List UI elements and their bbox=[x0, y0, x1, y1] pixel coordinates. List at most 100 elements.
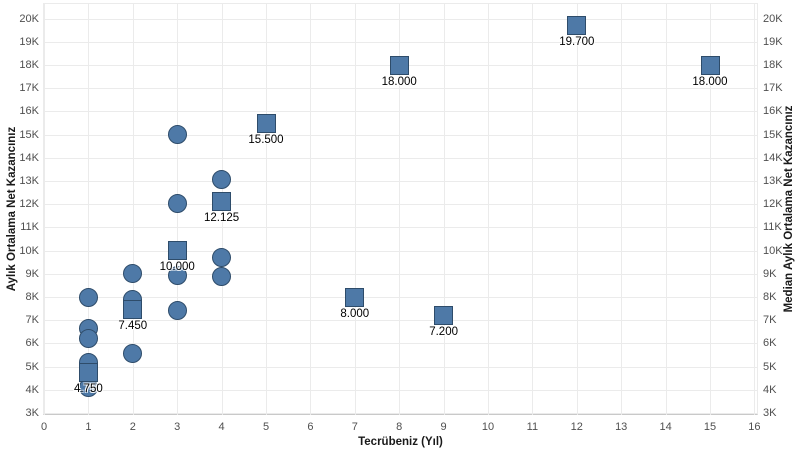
scatter-point-circle[interactable] bbox=[167, 193, 187, 213]
y-axis-tick-label-left: 18K bbox=[19, 59, 39, 71]
y-axis-tick-label-right: 18K bbox=[763, 59, 783, 71]
scatter-point-circle[interactable] bbox=[78, 287, 98, 307]
y-axis-tick-label-left: 19K bbox=[19, 35, 39, 48]
gridline-horizontal bbox=[44, 366, 757, 368]
y-axis-tick-label-right: 17K bbox=[763, 82, 783, 95]
median-point-square[interactable] bbox=[345, 287, 365, 307]
gridline-horizontal bbox=[44, 320, 757, 322]
gridline-horizontal bbox=[44, 41, 757, 43]
gridline-vertical bbox=[754, 3, 756, 415]
median-point-square[interactable] bbox=[123, 300, 143, 320]
x-axis-tick-label: 14 bbox=[659, 421, 672, 433]
median-point-square[interactable] bbox=[78, 362, 98, 382]
x-axis-tick-label: 0 bbox=[40, 421, 48, 433]
y-axis-tick-label-left: 17K bbox=[19, 82, 39, 95]
scatter-point-circle[interactable] bbox=[167, 265, 187, 285]
median-point-square[interactable] bbox=[212, 191, 232, 211]
y-axis-tick-label-right: 10K bbox=[763, 244, 783, 257]
y-axis-tick-label-left: 9K bbox=[25, 267, 39, 280]
y-axis-tick-label-left: 13K bbox=[19, 175, 39, 187]
y-axis-tick-label-right: 7K bbox=[763, 314, 777, 327]
point-value-label: 7.450 bbox=[118, 320, 148, 333]
scatter-point-circle[interactable] bbox=[212, 170, 232, 190]
median-point-square[interactable] bbox=[389, 55, 409, 75]
y-axis-tick-label-left: 4K bbox=[25, 383, 39, 396]
x-axis-tick-label: 4 bbox=[218, 421, 225, 433]
point-value-label: 8.000 bbox=[340, 307, 370, 320]
gridline-horizontal bbox=[44, 18, 757, 20]
x-axis-tick-label: 7 bbox=[351, 421, 358, 433]
x-axis-tick-label: 8 bbox=[396, 421, 403, 433]
gridline-horizontal bbox=[44, 134, 757, 136]
median-point-square[interactable] bbox=[434, 306, 454, 326]
x-axis-tick-label: 13 bbox=[615, 421, 628, 433]
x-axis-tick-label: 2 bbox=[129, 421, 136, 433]
gridline-horizontal bbox=[44, 227, 757, 229]
gridline-vertical bbox=[621, 3, 623, 415]
gridline-horizontal bbox=[44, 157, 757, 159]
y-axis-tick-label-right: 4K bbox=[763, 383, 777, 396]
scatter-point-circle[interactable] bbox=[123, 264, 143, 284]
scatter-point-circle[interactable] bbox=[78, 329, 98, 349]
gridline-horizontal bbox=[44, 413, 757, 414]
point-value-label: 12.125 bbox=[204, 211, 240, 224]
scatter-point-circle[interactable] bbox=[167, 301, 187, 321]
x-axis-tick-label: 15 bbox=[703, 421, 717, 433]
scatter-point-circle[interactable] bbox=[212, 266, 232, 286]
point-value-label: 18.000 bbox=[692, 75, 728, 88]
y-axis-tick-label-right: 9K bbox=[763, 267, 777, 280]
gridline-vertical bbox=[88, 3, 90, 415]
point-value-label: 4.750 bbox=[74, 382, 103, 395]
x-axis-tick-label: 1 bbox=[85, 421, 92, 433]
x-axis-tick-label: 9 bbox=[440, 421, 447, 433]
gridline-horizontal bbox=[44, 88, 757, 90]
gridline-vertical bbox=[399, 3, 401, 415]
gridline-vertical bbox=[665, 3, 667, 415]
y-axis-tick-label-right: 14K bbox=[763, 151, 783, 164]
y-axis-tick-label-left: 14K bbox=[19, 151, 39, 164]
y-axis-tick-label-left: 3K bbox=[25, 407, 39, 419]
point-value-label: 10.000 bbox=[159, 261, 195, 274]
y-axis-tick-label-left: 5K bbox=[25, 360, 39, 373]
median-point-square[interactable] bbox=[167, 241, 187, 261]
y-axis-tick-label-left: 16K bbox=[19, 105, 39, 118]
x-axis-tick-label: 3 bbox=[174, 421, 181, 433]
median-point-square[interactable] bbox=[567, 16, 587, 36]
gridline-vertical bbox=[132, 3, 134, 415]
gridline-horizontal bbox=[44, 297, 757, 298]
gridline-horizontal bbox=[44, 389, 757, 391]
x-axis-tick-label: 12 bbox=[570, 421, 583, 433]
gridline-vertical bbox=[443, 3, 445, 415]
median-point-square[interactable] bbox=[256, 113, 276, 133]
gridline-vertical bbox=[354, 3, 356, 415]
y-axis-tick-label-right: 13K bbox=[763, 175, 783, 187]
x-axis-tick-label: 5 bbox=[262, 421, 270, 433]
gridline-vertical bbox=[710, 3, 711, 415]
y-axis-tick-label-left: 20K bbox=[19, 12, 39, 25]
y-axis-tick-label-right: 16K bbox=[763, 105, 783, 118]
y-axis-tick-label-right: 5K bbox=[763, 360, 777, 373]
gridline-horizontal bbox=[44, 273, 757, 275]
y-axis-tick-label-left: 8K bbox=[25, 291, 39, 303]
scatter-point-circle[interactable] bbox=[167, 125, 187, 145]
gridline-vertical bbox=[44, 3, 45, 415]
y-axis-tick-label-left: 11K bbox=[20, 221, 39, 234]
x-axis-tick-label: 10 bbox=[481, 421, 495, 433]
y-axis-tick-label-left: 12K bbox=[19, 198, 39, 211]
scatter-point-circle[interactable] bbox=[123, 344, 143, 364]
x-axis-tick-label: 6 bbox=[307, 421, 314, 433]
median-point-square[interactable] bbox=[700, 55, 720, 75]
y-axis-tick-label-left: 6K bbox=[25, 337, 39, 350]
gridline-horizontal bbox=[44, 343, 757, 345]
gridline-horizontal bbox=[44, 250, 757, 252]
gridline-vertical bbox=[488, 3, 489, 415]
gridline-vertical bbox=[310, 3, 312, 415]
gridline-horizontal bbox=[44, 111, 757, 113]
gridline-horizontal bbox=[44, 181, 757, 182]
y-axis-tick-label-right: 3K bbox=[763, 407, 777, 419]
y-axis-tick-label-right: 19K bbox=[763, 35, 783, 48]
point-value-label: 7.200 bbox=[429, 326, 458, 339]
y-axis-tick-label-left: 7K bbox=[25, 314, 39, 327]
y-axis-tick-label-right: 11K bbox=[763, 221, 782, 234]
